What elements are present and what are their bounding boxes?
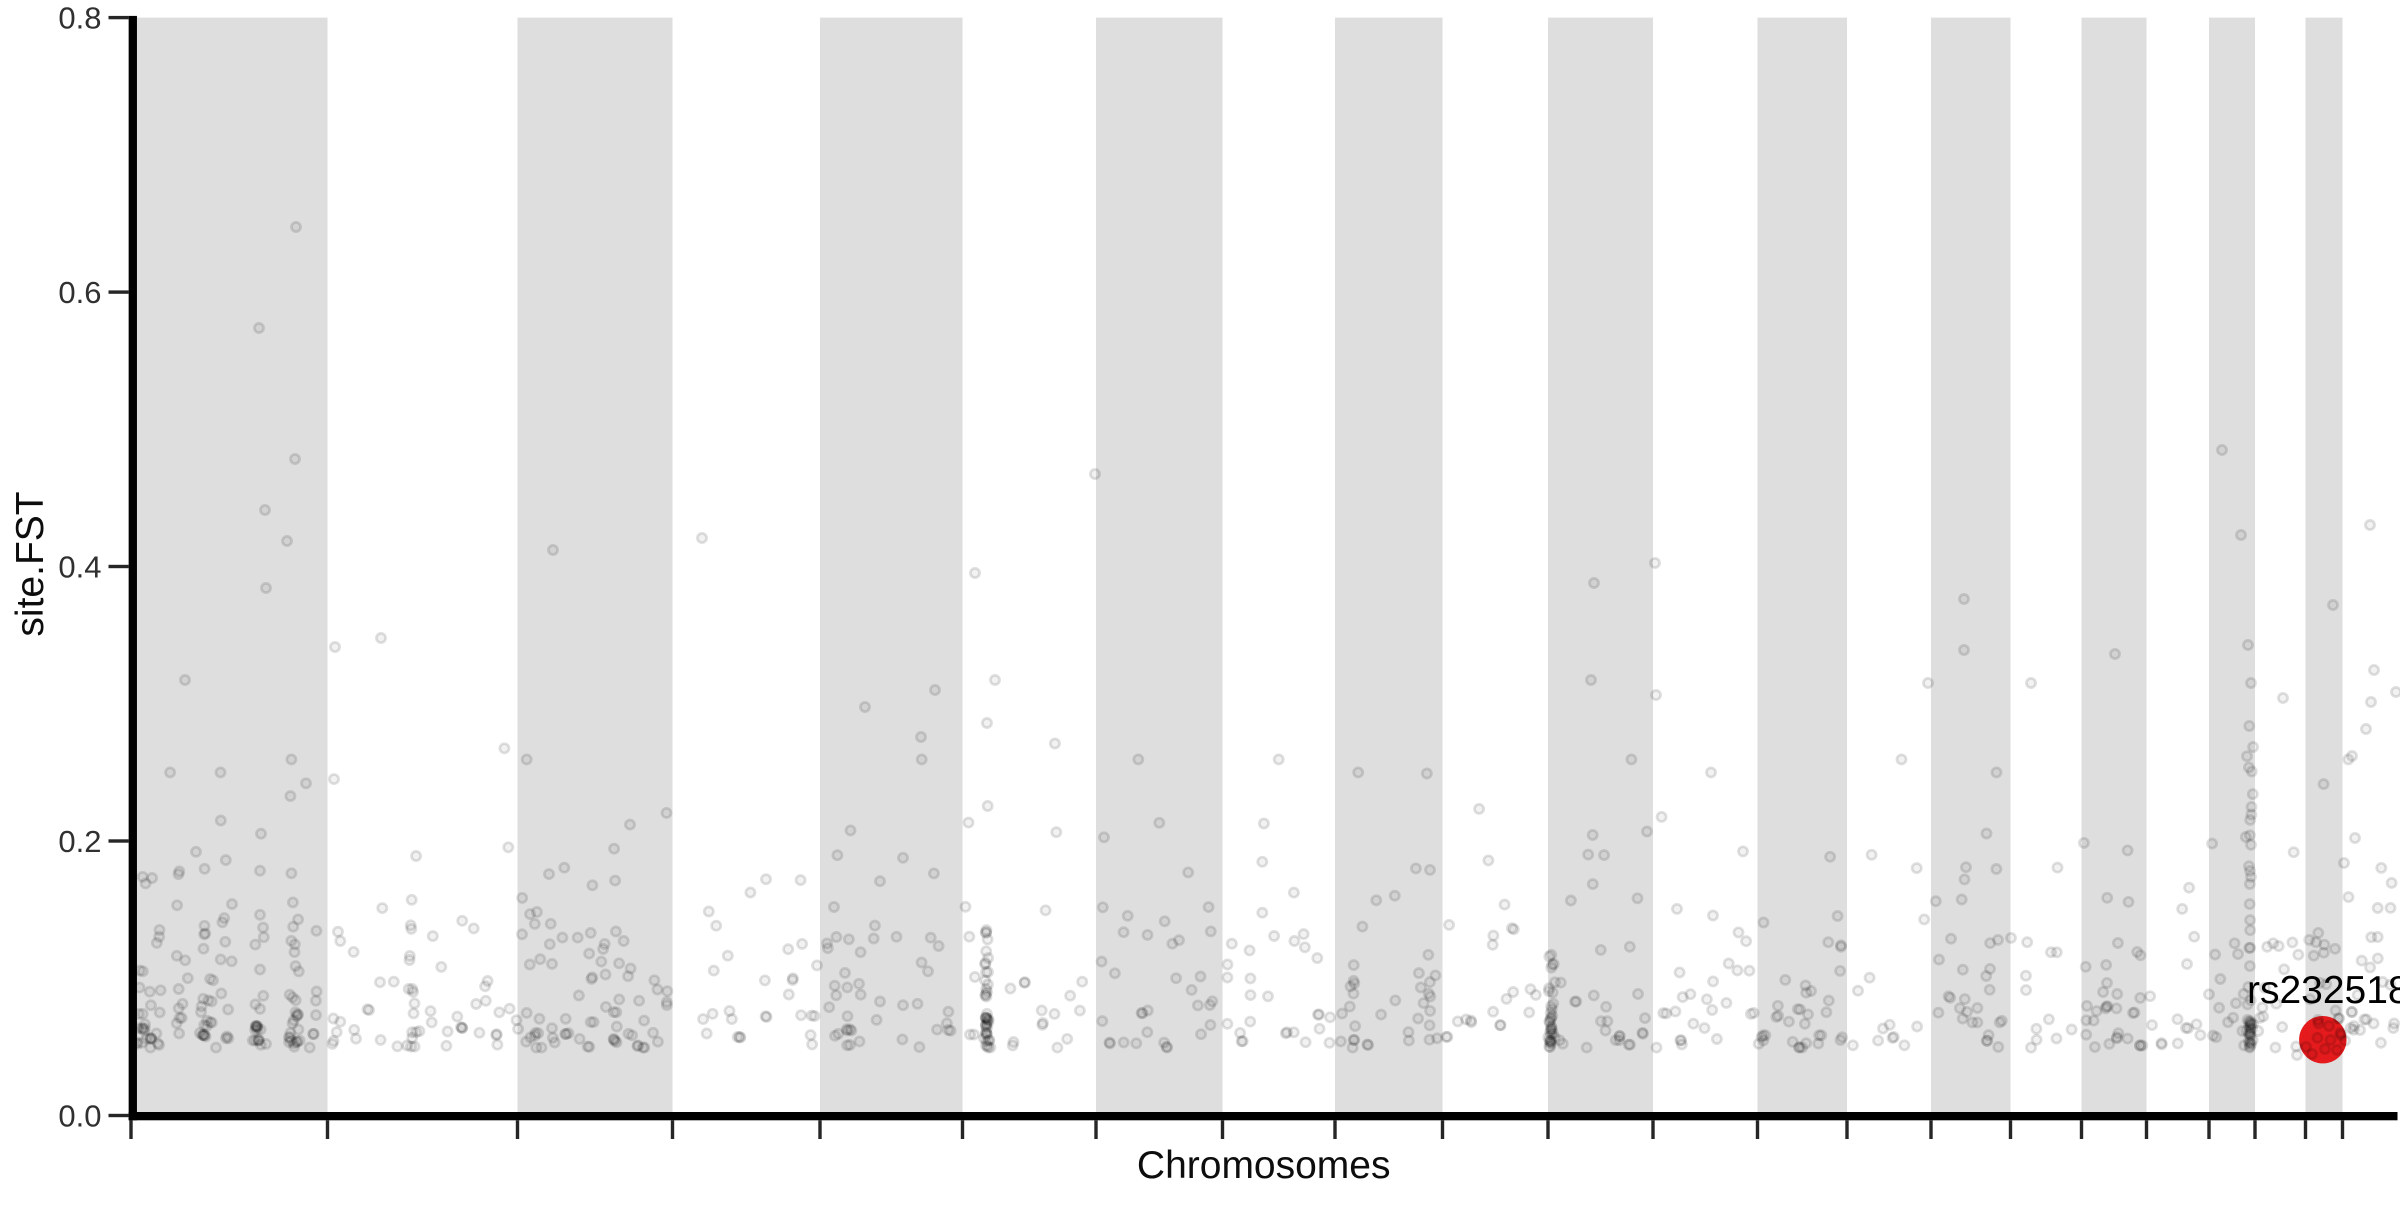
svg-text:0.0: 0.0 bbox=[58, 1099, 101, 1134]
svg-text:Chromosomes: Chromosomes bbox=[1137, 1144, 1391, 1187]
svg-text:0.4: 0.4 bbox=[58, 550, 101, 585]
svg-text:rs232518: rs232518 bbox=[2247, 969, 2400, 1012]
svg-text:0.8: 0.8 bbox=[58, 1, 101, 36]
svg-text:0.6: 0.6 bbox=[58, 275, 101, 310]
svg-text:site.FST: site.FST bbox=[9, 491, 52, 636]
svg-text:0.2: 0.2 bbox=[58, 824, 101, 859]
